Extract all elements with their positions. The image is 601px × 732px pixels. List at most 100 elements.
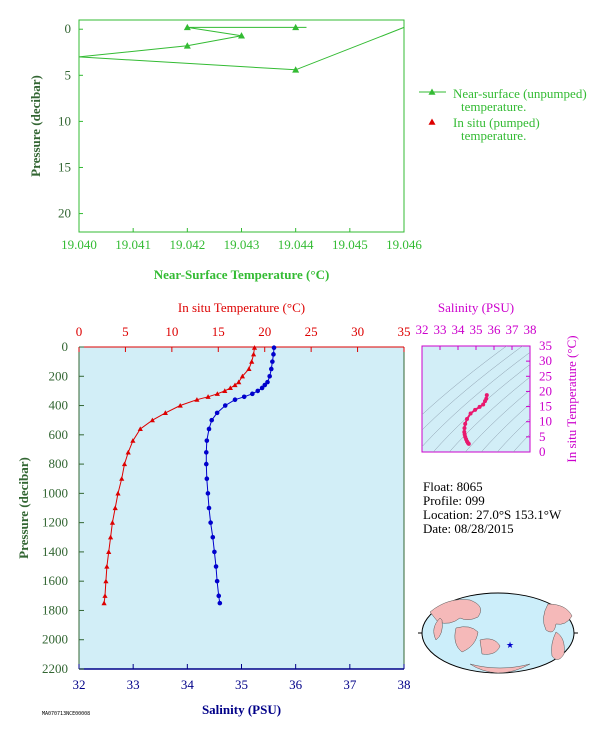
density-contour [422, 346, 507, 416]
unpumped-point [183, 23, 191, 31]
top-x-axis-label: Near-Surface Temperature (°C) [154, 267, 330, 282]
ts-x-axis-title: Salinity (PSU) [438, 300, 514, 315]
ts-y-tick-label: 0 [539, 444, 546, 459]
ts-diagram-panel: 32 33 34 35 36 37 38 Salinity (PSU) 051015202530… [416, 300, 580, 463]
temperature-point [137, 426, 143, 432]
top-y-tick-label: 10 [58, 113, 71, 128]
temperature-tick-label: 30 [351, 324, 364, 339]
temperature-point [214, 391, 220, 396]
legend-label-unpumped: Near-surface (unpumped) [453, 86, 587, 101]
temperature-point [121, 461, 128, 467]
map-landmass [543, 603, 573, 633]
map-landmass [551, 631, 565, 660]
ts-x-tick-label: 37 [506, 322, 520, 337]
ts-point [484, 393, 489, 398]
pressure-tick-label: 200 [49, 368, 69, 383]
ts-x-tick-label: 35 [470, 322, 483, 337]
unpumped-point [292, 66, 300, 73]
ts-x-tick-label: 36 [488, 322, 502, 337]
temperature-point [101, 600, 107, 606]
salinity-axis-title: Salinity (PSU) [202, 702, 281, 717]
salinity-point [203, 450, 209, 455]
top-x-tick-label: 19.040 [61, 237, 97, 252]
temperature-point [115, 490, 121, 496]
pressure-tick-label: 800 [49, 456, 69, 471]
temperature-tick-label: 20 [258, 324, 271, 339]
map-landmass [454, 626, 479, 653]
salinity-point [241, 394, 247, 400]
location: Location: 27.0°S 153.1°W [423, 507, 562, 522]
salinity-point [206, 426, 212, 432]
pumped-point [292, 23, 300, 31]
temperature-point [222, 388, 228, 393]
date: Date: 08/28/2015 [423, 521, 514, 536]
ts-point [463, 421, 468, 426]
unpumped-point [183, 42, 191, 49]
temperature-point [232, 382, 238, 388]
ts-x-tick-label: 34 [452, 322, 466, 337]
temperature-point [250, 351, 257, 357]
map-landmass [479, 638, 501, 655]
legend-label-pumped: temperature. [461, 128, 526, 143]
float-location-marker-icon: ★ [506, 640, 514, 650]
pressure-tick-label: 600 [49, 427, 69, 442]
temperature-point [239, 373, 246, 379]
temperature-point [112, 505, 118, 511]
temperature-point [102, 593, 108, 598]
float-id: Float: 8065 [423, 479, 483, 494]
temperature-axis-title: In situ Temperature (°C) [178, 300, 305, 315]
salinity-point [205, 491, 211, 496]
top-y-tick-label: 0 [65, 21, 72, 36]
ts-y-tick-label: 25 [539, 368, 552, 383]
float-info: Float: 8065 Profile: 099 Location: 27.0°… [423, 479, 562, 536]
temperature-point [194, 397, 200, 402]
ts-x-tick-label: 33 [434, 322, 447, 337]
density-contour [422, 346, 523, 431]
density-contour [464, 389, 530, 452]
ts-point [473, 407, 478, 412]
salinity-tick-label: 33 [127, 677, 140, 692]
top-y-tick-label: 15 [58, 159, 71, 174]
salinity-point [214, 578, 220, 584]
top-x-tick-label: 19.046 [386, 237, 422, 252]
legend-label-pumped: In situ (pumped) [453, 115, 540, 130]
top-x-tick-label: 19.045 [332, 237, 368, 252]
temperature-point [119, 476, 125, 481]
salinity-point [204, 438, 210, 443]
temperature-tick-label: 5 [122, 324, 129, 339]
salinity-point [203, 461, 209, 467]
ts-point [462, 430, 467, 435]
temperature-point [109, 520, 116, 525]
salinity-point [259, 385, 265, 391]
ts-y-axis-title: In situ Temperature (°C) [564, 335, 579, 462]
temperature-tick-label: 0 [76, 324, 83, 339]
top-x-tick-label: 19.042 [169, 237, 205, 252]
temperature-tick-label: 35 [398, 324, 411, 339]
salinity-tick-label: 35 [235, 677, 248, 692]
salinity-point [209, 417, 215, 423]
ts-point [484, 396, 489, 401]
top-x-tick-label: 19.044 [278, 237, 314, 252]
legend-triangle-green [428, 88, 436, 95]
pressure-tick-label: 1000 [42, 485, 68, 500]
pressure-tick-label: 0 [62, 339, 69, 354]
ts-point [481, 402, 486, 407]
ts-plot-frame [421, 345, 531, 453]
salinity-point [271, 352, 276, 357]
temperature-point [103, 578, 109, 584]
map-landmass [469, 663, 531, 674]
pressure-tick-label: 2000 [42, 632, 68, 647]
profile-panel: 0 5 10 15 20 25 30 35 In situ Temperature (°C) 32… [16, 300, 411, 717]
salinity-tick-label: 32 [73, 677, 86, 692]
salinity-point [267, 373, 272, 379]
salinity-tick-label: 34 [181, 677, 195, 692]
top-y-tick-label: 20 [58, 206, 71, 221]
pressure-tick-label: 1400 [42, 544, 68, 559]
salinity-point [270, 359, 275, 364]
temperature-point [205, 394, 211, 399]
salinity-point [222, 403, 228, 408]
pressure-tick-label: 1200 [42, 515, 68, 530]
density-contour [480, 403, 530, 452]
salinity-tick-label: 36 [289, 677, 303, 692]
